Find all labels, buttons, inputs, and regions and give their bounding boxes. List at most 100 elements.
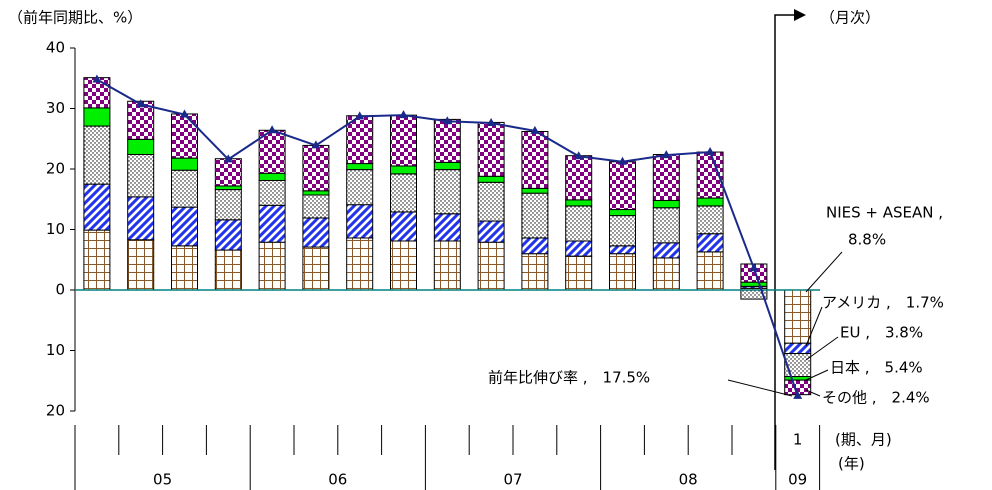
- bar-segment: [346, 163, 374, 171]
- bar-segment: [609, 245, 636, 255]
- bar-segment: [609, 209, 636, 217]
- bar-segment: [258, 204, 286, 243]
- growth-marker: [442, 116, 452, 125]
- bar-segment: [652, 207, 680, 244]
- growth-marker: [618, 156, 627, 165]
- annotation: その他 , 2.4%: [822, 389, 930, 407]
- year-label: 07: [503, 471, 522, 489]
- bar-segment: [565, 199, 593, 207]
- bar-segment: [214, 219, 242, 251]
- growth-marker: [486, 118, 496, 127]
- annotation: 前年比伸び率 , 17.5%: [488, 369, 650, 387]
- bar-segment: [171, 157, 198, 171]
- period-note: （月次）: [820, 9, 880, 27]
- bar-segment: [346, 204, 374, 239]
- bar-segment: [433, 169, 461, 215]
- year-axis-label: (年): [838, 455, 865, 473]
- y-tick-label: 10: [46, 341, 65, 359]
- bar-segment: [477, 175, 505, 183]
- bar-segment: [258, 241, 286, 291]
- growth-marker: [705, 147, 715, 156]
- bar-segment: [390, 211, 417, 242]
- annotation: NIES + ASEAN ,: [826, 204, 943, 222]
- bar-segment: [171, 169, 198, 208]
- leader-line: [805, 336, 839, 361]
- bar-segment: [696, 197, 724, 207]
- bar-segment: [83, 183, 111, 231]
- growth-marker: [92, 74, 102, 83]
- bar-segment: [127, 153, 155, 198]
- bar-segment: [565, 155, 593, 201]
- bar-segment: [477, 181, 505, 222]
- growth-marker: [749, 263, 759, 272]
- leader-line: [805, 389, 821, 397]
- growth-marker: [267, 125, 277, 134]
- y-tick-label: 20: [46, 160, 65, 178]
- growth-marker: [136, 99, 146, 108]
- bar-segment: [83, 125, 111, 185]
- y-tick-label: 30: [46, 99, 65, 117]
- bar-segment: [171, 245, 198, 291]
- x-axis-label: (期、月): [835, 431, 892, 449]
- bar-segment: [127, 100, 155, 140]
- leader-line: [805, 251, 843, 293]
- leader-line: [805, 369, 829, 381]
- year-label: 06: [328, 471, 347, 489]
- bar-segment: [696, 233, 724, 253]
- bar-segment: [302, 246, 330, 291]
- arrow-head: [794, 9, 806, 21]
- bar-segment: [214, 158, 242, 187]
- bar-segment: [214, 189, 242, 221]
- bar-segment: [258, 129, 286, 174]
- bar-segment: [696, 151, 724, 199]
- growth-marker: [355, 111, 365, 120]
- bar-segment: [565, 255, 593, 291]
- bar-segment: [346, 169, 374, 206]
- bar-segment: [127, 196, 155, 241]
- bar-segment: [521, 237, 549, 255]
- bar-segment: [477, 121, 505, 177]
- bar-segment: [83, 107, 111, 127]
- bar-segment: [740, 281, 768, 287]
- bar-segment: [521, 130, 549, 189]
- bar-segment: [258, 172, 286, 181]
- bar-segment: [214, 249, 242, 291]
- growth-marker: [180, 109, 189, 118]
- bar-segment: [390, 165, 417, 175]
- y-tick-label: 40: [46, 39, 65, 57]
- bar-segment: [433, 213, 461, 242]
- bar-segment: [433, 118, 461, 163]
- period-divider: [774, 14, 795, 470]
- bar-segment: [652, 199, 680, 209]
- bar-segment: [83, 77, 111, 109]
- y-axis-label: （前年同期比、%）: [8, 9, 142, 27]
- bar-segment: [302, 194, 330, 219]
- bar-segment: [302, 217, 330, 248]
- x-tick-label: 1: [793, 431, 803, 449]
- year-label: 05: [153, 471, 172, 489]
- bar-segment: [302, 190, 330, 196]
- bar-segment: [171, 206, 198, 247]
- year-label: 09: [788, 471, 807, 489]
- annotation: EU , 3.8%: [840, 324, 923, 342]
- bar-segment: [652, 257, 680, 291]
- bar-segment: [784, 289, 812, 344]
- bar-segment: [477, 241, 505, 291]
- bar-segment: [609, 215, 636, 247]
- leader-line: [727, 379, 793, 397]
- bar-segment: [127, 239, 155, 291]
- y-tick-label: 20: [46, 402, 65, 420]
- bar-segment: [565, 240, 593, 257]
- y-tick-label: 10: [46, 220, 65, 238]
- growth-marker: [223, 154, 233, 163]
- growth-marker: [399, 110, 408, 119]
- bar-segment: [390, 240, 417, 291]
- leader-line: [805, 306, 823, 347]
- bar-segment: [346, 237, 374, 291]
- y-tick-label: 0: [55, 281, 65, 299]
- bar-segment: [609, 253, 636, 291]
- bar-segment: [302, 144, 330, 192]
- bar-segment: [258, 179, 286, 206]
- bar-segment: [127, 138, 155, 155]
- bar-segment: [390, 173, 417, 213]
